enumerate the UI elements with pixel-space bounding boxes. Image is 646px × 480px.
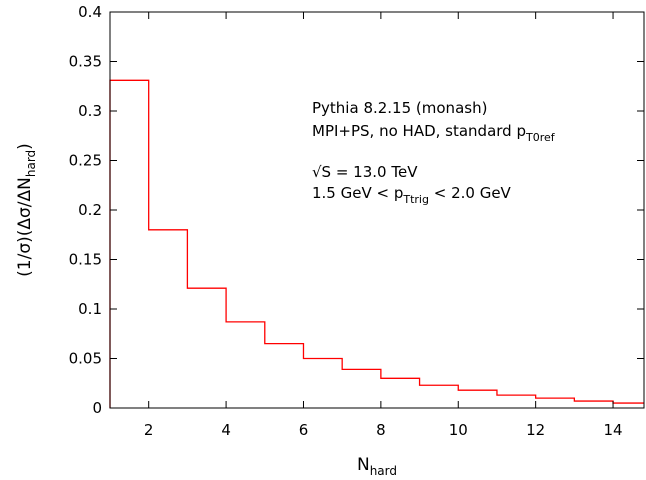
y-tick-label: 0.3 xyxy=(78,102,102,120)
y-tick-label: 0.25 xyxy=(69,152,102,170)
y-tick-label: 0.05 xyxy=(69,350,102,368)
ticks-layer: 2 4 6 8 10 12 14 0 0.05 0.1 0.15 0.2 0.25 0.3 0.35 0.4 xyxy=(69,3,644,439)
annotation-line-1: Pythia 8.2.15 (monash) xyxy=(312,99,487,117)
x-tick-label: 6 xyxy=(299,421,309,439)
series-layer xyxy=(109,79,644,408)
annotation-line-3: √S = 13.0 TeV xyxy=(312,163,418,181)
x-axis-label: Nhard xyxy=(357,455,397,478)
x-tick-label: 14 xyxy=(603,421,622,439)
x-tick-label: 12 xyxy=(526,421,545,439)
y-axis-label: (1/σ)(Δσ/ΔNhard) xyxy=(15,143,38,277)
y-tick-label: 0.35 xyxy=(69,53,102,71)
y-tick-label: 0.15 xyxy=(69,251,102,269)
annotation-line-4: 1.5 GeV < pTtrig < 2.0 GeV xyxy=(312,184,512,206)
y-tick-label: 0 xyxy=(92,399,102,417)
y-tick-label: 0.4 xyxy=(78,3,102,21)
legend-annotation: Pythia 8.2.15 (monash) MPI+PS, no HAD, s… xyxy=(312,99,556,206)
x-tick-label: 2 xyxy=(144,421,154,439)
x-tick-label: 8 xyxy=(376,421,386,439)
y-tick-label: 0.1 xyxy=(78,300,102,318)
x-tick-label: 10 xyxy=(449,421,468,439)
annotation-line-2: MPI+PS, no HAD, standard pT0ref xyxy=(312,122,556,144)
x-tick-label: 4 xyxy=(221,421,231,439)
y-tick-label: 0.2 xyxy=(78,201,102,219)
histogram-series-line xyxy=(109,79,644,408)
